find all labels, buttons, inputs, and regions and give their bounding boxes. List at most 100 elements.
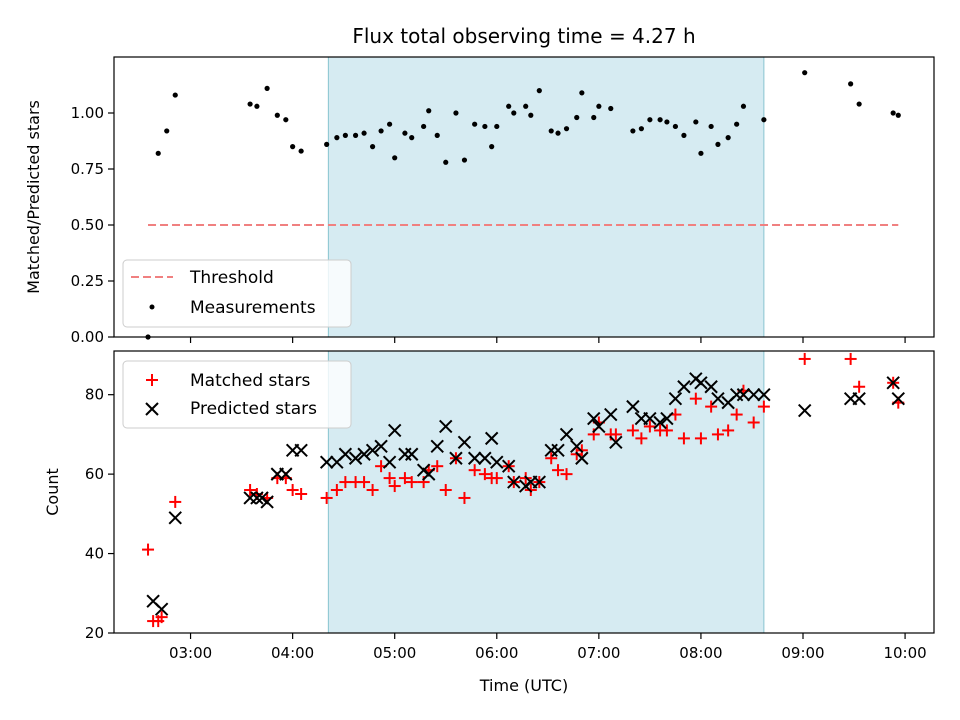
measurement-point: [523, 103, 529, 109]
measurement-point: [693, 119, 699, 125]
legend-measurements-label: Measurements: [190, 298, 316, 318]
top-legend-box: [122, 259, 352, 328]
predicted-star-point: [422, 467, 436, 481]
predicted-star-point: [338, 447, 353, 461]
measurement-point: [378, 128, 384, 134]
matched-star-point: [458, 491, 471, 504]
top-y-tick-label: 0.50: [71, 216, 104, 234]
measurement-point: [563, 126, 570, 132]
matched-star-point: [694, 432, 707, 445]
matched-star-point: [405, 476, 418, 489]
top-y-tick-label: 1.00: [71, 104, 104, 122]
measurement-point: [283, 117, 289, 123]
matched-star-point: [155, 611, 168, 624]
predicted-star-point: [587, 411, 601, 426]
predicted-star-point: [746, 387, 761, 402]
measurement-point: [434, 132, 440, 138]
matched-star-point: [747, 416, 760, 429]
measurement-point: [247, 101, 253, 107]
x-tick-label: 08:00: [679, 644, 722, 662]
predicted-star-point: [168, 511, 182, 525]
matched-star-point: [560, 468, 573, 481]
measurement-point: [298, 148, 304, 154]
matched-star-point: [853, 380, 866, 393]
predicted-star-point: [643, 411, 657, 426]
legend-matched-label: Matched stars: [190, 371, 310, 391]
matched-star-point: [244, 484, 257, 497]
matched-star-point: [169, 495, 182, 508]
matched-star-point: [468, 464, 481, 477]
measurement-point: [848, 81, 854, 87]
predicted-star-point: [668, 391, 683, 406]
matched-star-point: [490, 472, 503, 485]
matched-star-point: [552, 464, 565, 477]
legend-threshold-label: Threshold: [189, 268, 274, 288]
measurement-point: [274, 112, 280, 118]
predicted-star-point: [430, 439, 444, 454]
predicted-star-point: [294, 443, 308, 458]
matched-star-point: [358, 476, 371, 489]
measurement-point: [638, 126, 644, 132]
top-legend: Threshold Measurements: [122, 259, 352, 328]
predicted-star-point: [387, 423, 402, 438]
measurement-point: [681, 132, 687, 138]
x-tick-label: 05:00: [373, 644, 416, 662]
measurement-point: [579, 90, 585, 96]
measurement-point: [591, 114, 597, 121]
x-tick-label: 09:00: [781, 644, 824, 662]
predicted-star-point: [660, 411, 674, 426]
predicted-star-point: [405, 447, 419, 461]
top-y-ticks: 0.00 0.25 0.50 0.75 1.00: [71, 104, 114, 346]
predicted-star-point: [852, 391, 866, 406]
bottom-y-tick-label: 20: [85, 624, 104, 642]
predicted-star-point: [365, 443, 380, 458]
measurement-point: [511, 110, 517, 116]
measurement-point: [421, 123, 427, 130]
measurement-point: [264, 85, 270, 91]
measurement-point: [402, 130, 408, 136]
measurement-point: [472, 121, 478, 127]
measurement-point: [164, 128, 170, 134]
measurement-point: [482, 123, 488, 130]
predicted-star-point: [478, 451, 492, 465]
matched-star-point: [798, 352, 811, 365]
bottom-y-ticks: 20 40 60 80: [85, 386, 114, 642]
measurement-point: [740, 103, 747, 109]
top-x-ticks: [189, 337, 906, 343]
matched-star-point: [439, 484, 452, 497]
predicted-star-point: [757, 387, 771, 402]
predicted-star-point: [319, 455, 334, 469]
measurement-point: [734, 121, 740, 127]
chart-title: Flux total observing time = 4.27 h: [352, 24, 695, 48]
x-tick-label: 10:00: [883, 644, 926, 662]
measurement-point: [290, 144, 296, 150]
measurement-point: [324, 141, 330, 147]
predicted-star-point: [592, 419, 606, 434]
measurement-point: [342, 132, 348, 138]
predicted-star-point: [439, 419, 453, 434]
top-axes-frame: [113, 56, 935, 338]
predicted-star-point: [260, 495, 274, 509]
measurement-point: [698, 150, 704, 156]
measurement-point: [548, 128, 554, 134]
predicted-star-point: [532, 475, 547, 489]
predicted-star-point: [677, 380, 691, 394]
x-tick-label: 06:00: [475, 644, 518, 662]
measurement-point: [890, 110, 896, 116]
matched-star-point: [689, 392, 702, 405]
matched-star-point: [757, 400, 770, 413]
measurement-point: [664, 119, 670, 125]
bottom-y-tick-label: 40: [85, 545, 104, 563]
measurement-point: [708, 123, 714, 130]
bottom-shaded-span: [327, 350, 765, 634]
bottom-y-tick-label: 60: [85, 465, 104, 483]
matched-star-point: [705, 400, 718, 413]
legend-predicted-label: Predicted stars: [190, 399, 317, 419]
predicted-star-point: [626, 399, 640, 414]
measurement-point: [352, 132, 359, 138]
predicted-star-point: [559, 427, 574, 442]
matched-star-point: [730, 408, 743, 421]
predicted-star-point: [886, 376, 900, 390]
measurements-series: [145, 70, 901, 340]
matched-star-point: [677, 432, 690, 445]
